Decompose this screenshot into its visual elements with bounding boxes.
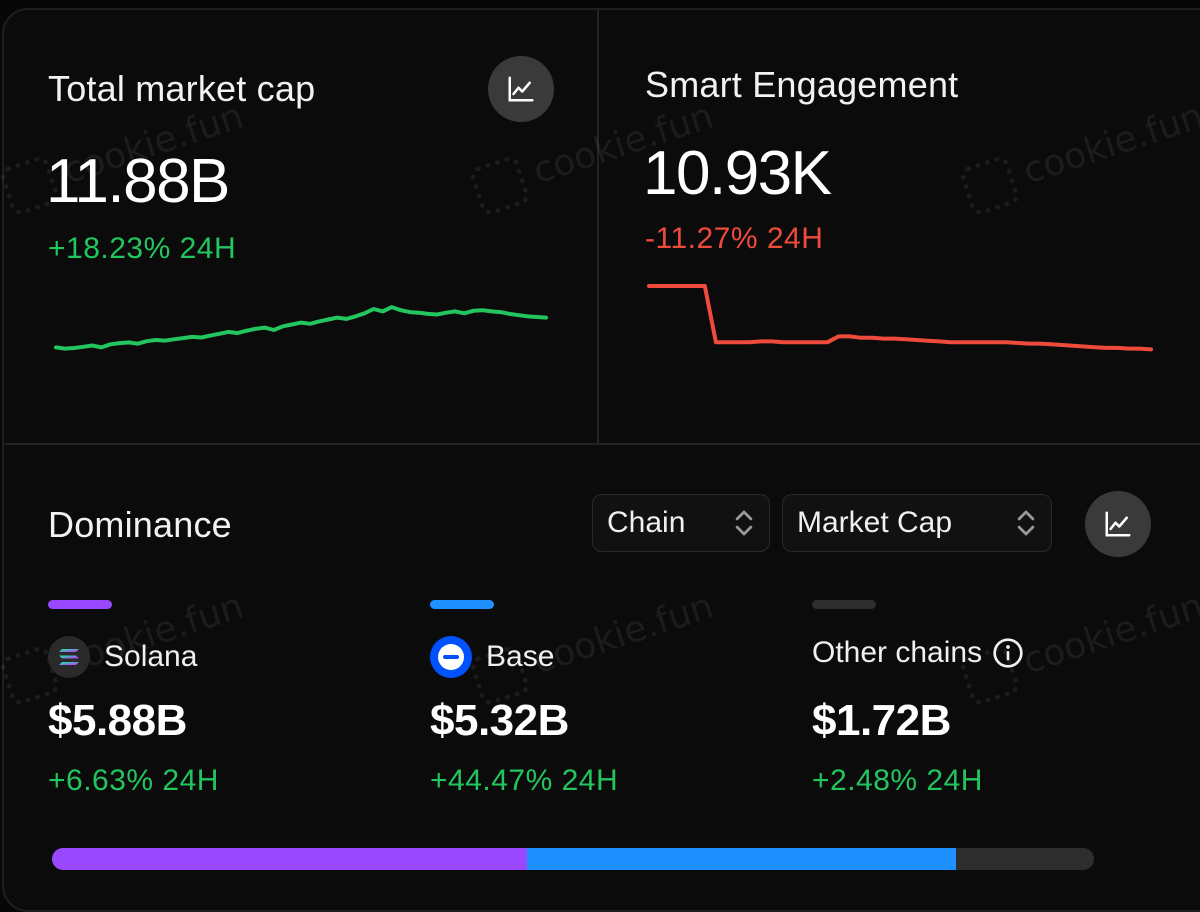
engagement-value: 10.93K xyxy=(643,139,832,208)
engagement-title: Smart Engagement xyxy=(645,64,959,105)
other-label: Other chains xyxy=(812,636,983,669)
stack-segment-base xyxy=(527,848,957,870)
chain-select-label: Chain xyxy=(607,506,686,539)
dominance-chart-button[interactable] xyxy=(1085,491,1151,557)
market-cap-title: Total market cap xyxy=(48,68,316,109)
metric-select-label: Market Cap xyxy=(797,506,953,539)
engagement-sparkline-line xyxy=(647,284,1153,352)
base-icon xyxy=(430,636,472,678)
stack-segment-other xyxy=(956,848,1094,870)
solana-value: $5.88B xyxy=(48,696,187,745)
solana-icon xyxy=(48,636,90,678)
dominance-stacked-bar xyxy=(52,848,1094,870)
other-change: +2.48% 24H xyxy=(812,764,983,797)
market-cap-change: +18.23% 24H xyxy=(48,232,237,265)
base-value: $5.32B xyxy=(430,696,569,745)
horizontal-divider xyxy=(4,443,1200,445)
solana-label: Solana xyxy=(104,640,198,673)
info-icon[interactable] xyxy=(992,637,1024,669)
base-change: +44.47% 24H xyxy=(430,764,619,797)
engagement-change: -11.27% 24H xyxy=(645,222,824,255)
base-color-bar xyxy=(430,600,494,609)
market-cap-sparkline xyxy=(54,305,548,351)
dominance-title: Dominance xyxy=(48,504,232,545)
line-chart-icon xyxy=(508,76,534,102)
other-color-bar xyxy=(812,600,876,609)
vertical-divider xyxy=(597,10,599,443)
market-cap-value: 11.88B xyxy=(46,147,230,216)
dominance-item-other: Other chains $1.72B +2.48% 24H xyxy=(812,600,1152,797)
stack-segment-solana xyxy=(52,848,528,870)
chevron-up-down-icon xyxy=(735,510,753,536)
dominance-item-solana: Solana $5.88B +6.63% 24H xyxy=(48,600,388,797)
engagement-sparkline xyxy=(647,284,1153,352)
market-cap-sparkline-line xyxy=(54,305,548,351)
chain-select[interactable]: Chain xyxy=(592,494,770,552)
market-cap-chart-button[interactable] xyxy=(488,56,554,122)
dashboard-card xyxy=(2,8,1200,912)
chevron-up-down-icon xyxy=(1017,510,1035,536)
solana-change: +6.63% 24H xyxy=(48,764,219,797)
dominance-item-base: Base $5.32B +44.47% 24H xyxy=(430,600,770,797)
line-chart-icon xyxy=(1105,511,1131,537)
base-label: Base xyxy=(486,640,555,673)
metric-select[interactable]: Market Cap xyxy=(782,494,1052,552)
other-value: $1.72B xyxy=(812,696,951,745)
solana-color-bar xyxy=(48,600,112,609)
